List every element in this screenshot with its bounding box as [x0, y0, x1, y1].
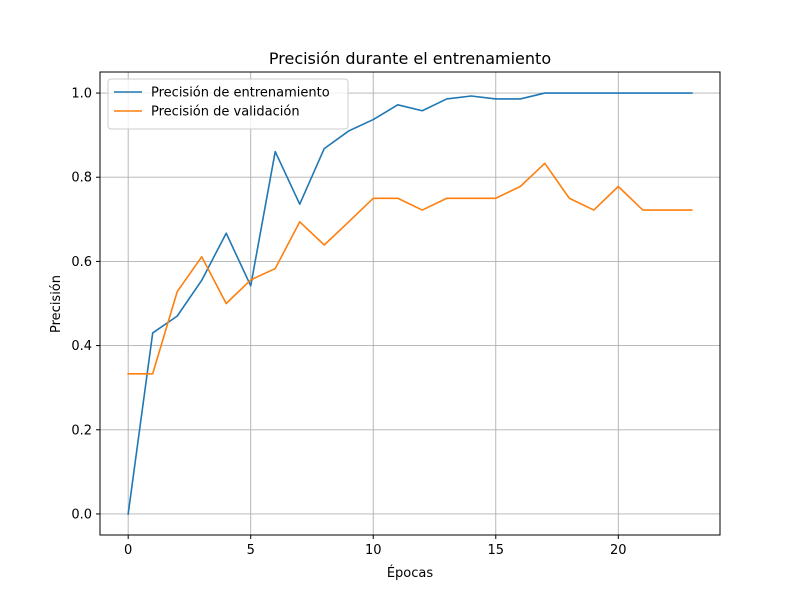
x-tick-label: 15: [487, 543, 504, 558]
x-axis-label: Épocas: [387, 565, 434, 581]
axis-ticks: 0 5 10 15 20 0.0 0.2 0.4 0.6 0.8 1.0: [71, 87, 626, 558]
plot-area-frame: [99, 71, 721, 536]
y-tick-label: 0.2: [71, 423, 92, 438]
x-tick-label: 10: [365, 543, 382, 558]
y-axis-label: Precisión: [49, 275, 64, 333]
series-line-1: [127, 92, 693, 515]
chart-title: Precisión durante el entrenamiento: [269, 49, 551, 68]
x-tick-label: 5: [247, 543, 255, 558]
legend-label-1: Precisión de entrenamiento: [151, 86, 330, 101]
y-tick-label: 0.8: [71, 171, 92, 186]
y-tick-label: 0.6: [71, 255, 92, 270]
y-tick-label: 0.0: [71, 507, 92, 522]
legend: Precisión de entrenamiento Precisión de v…: [107, 78, 349, 130]
y-tick-label: 0.4: [71, 339, 92, 354]
legend-box: [107, 78, 349, 130]
series-lines: [127, 92, 693, 515]
legend-label-2: Precisión de validación: [151, 105, 300, 120]
x-tick-label: 0: [124, 543, 132, 558]
series-line-2: [127, 162, 693, 375]
y-tick-label: 1.0: [71, 87, 92, 102]
x-tick-label: 20: [610, 543, 627, 558]
